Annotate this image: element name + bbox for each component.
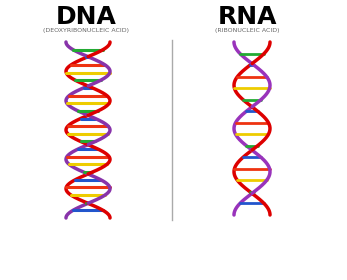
Text: DNA: DNA (56, 5, 117, 29)
Text: (DEOXYRIBONUCLEIC ACID): (DEOXYRIBONUCLEIC ACID) (43, 27, 129, 32)
Text: (RIBONUCLEIC ACID): (RIBONUCLEIC ACID) (215, 27, 279, 32)
Text: RNA: RNA (217, 5, 277, 29)
